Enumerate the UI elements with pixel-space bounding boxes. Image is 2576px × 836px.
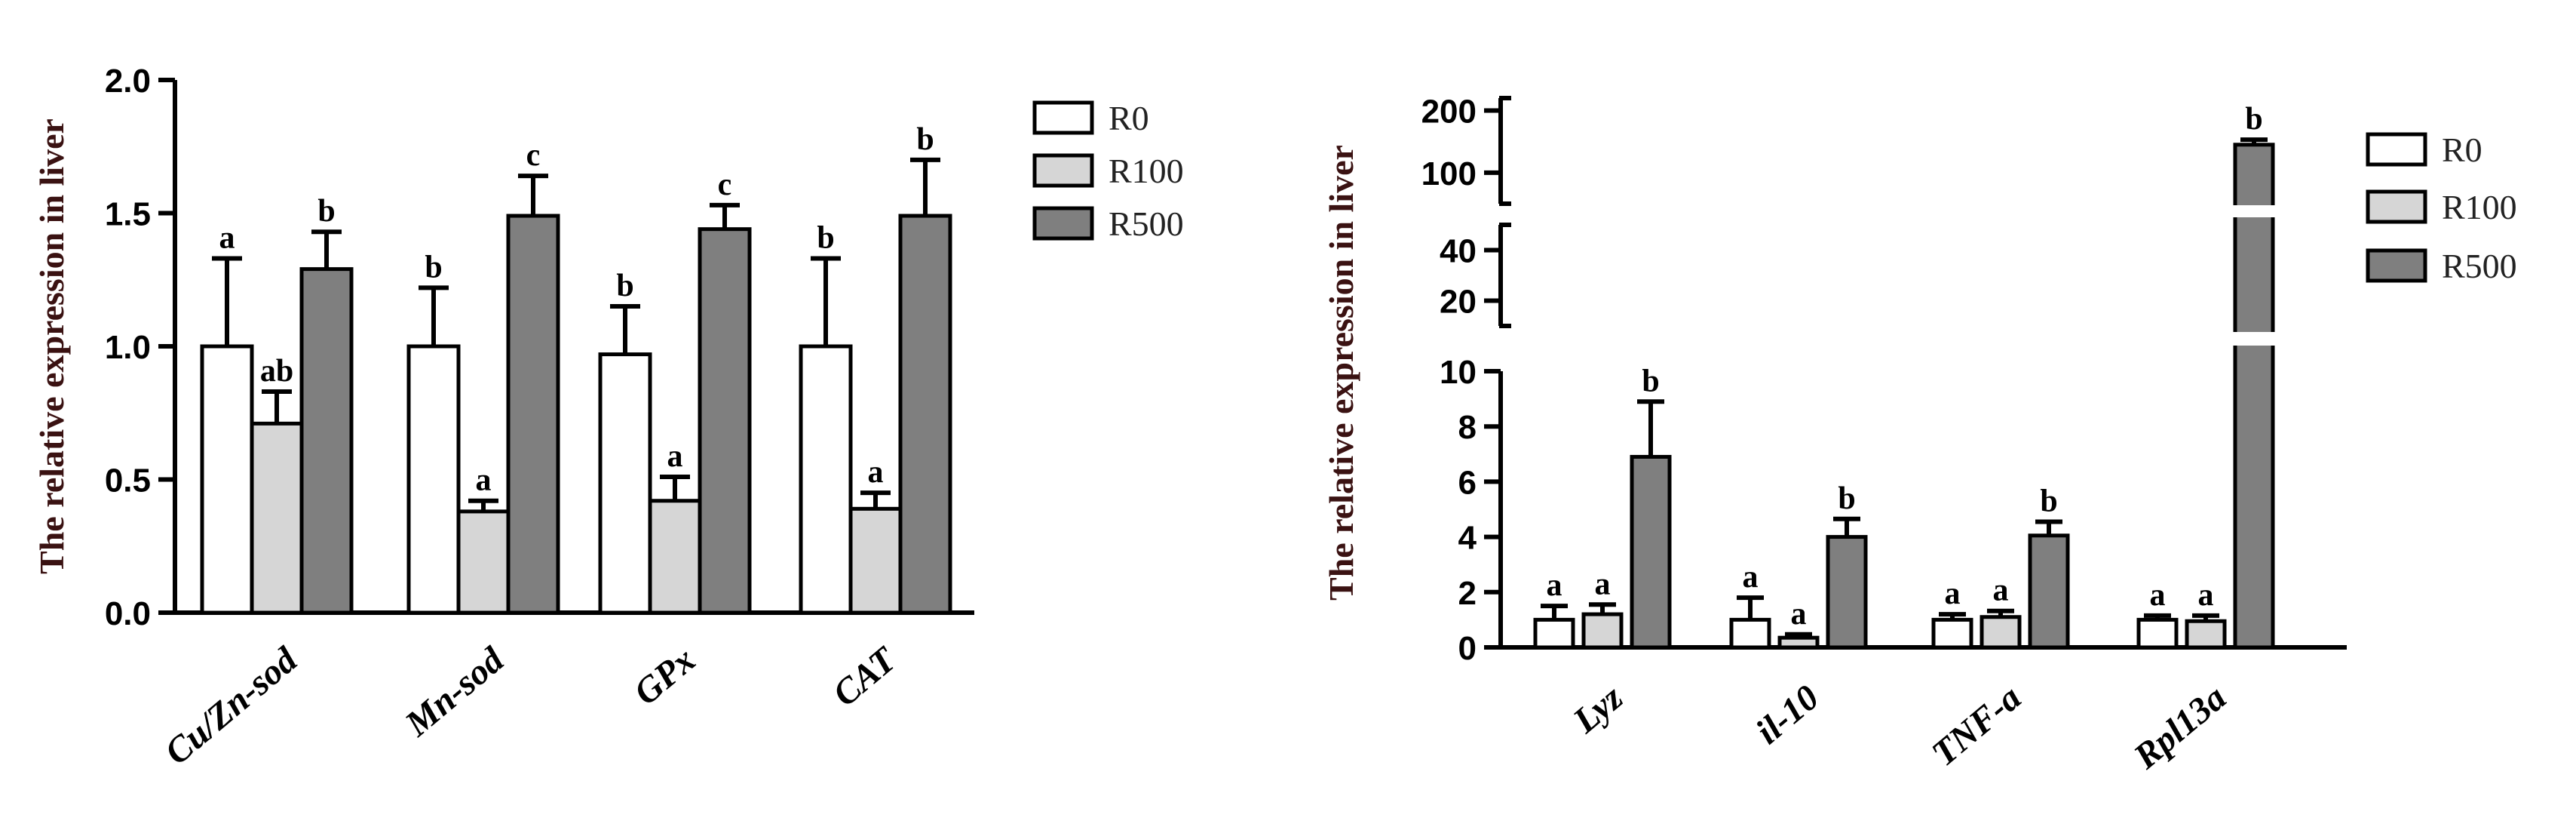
legend-swatch-R100 bbox=[2366, 189, 2427, 224]
x-tick-label: TNF-a bbox=[1924, 678, 2029, 774]
bar-R100-Cu/Zn-sod bbox=[250, 421, 304, 615]
bar-R500-GPx bbox=[698, 227, 752, 615]
bar-R0-Rpl13a bbox=[2136, 617, 2179, 650]
x-tick-label: Cu/Zn-sod bbox=[158, 639, 305, 773]
bar-R100-TNF-a bbox=[1980, 615, 2022, 650]
bar-R0-GPx bbox=[598, 352, 652, 615]
bar-R100-il-10 bbox=[1777, 635, 1820, 650]
significance-letter: a bbox=[2150, 578, 2166, 613]
y-tick-label: 1.5 bbox=[105, 196, 151, 233]
legend-swatch-R0 bbox=[1032, 100, 1094, 135]
y-axis-label: The relative expression in liver bbox=[1322, 145, 1360, 601]
bar-R0-TNF-a bbox=[1931, 617, 1973, 650]
significance-letter: a bbox=[1791, 597, 1807, 632]
y-tick-label: 20 bbox=[1440, 284, 1477, 321]
y-tick-label: 4 bbox=[1458, 520, 1477, 557]
significance-letter: b bbox=[916, 122, 934, 157]
legend-label-R100: R100 bbox=[1109, 152, 1184, 190]
significance-letter: b bbox=[1642, 364, 1659, 398]
significance-letter: b bbox=[1838, 481, 1855, 516]
bar-R0-Cu/Zn-sod bbox=[200, 344, 254, 615]
bar-R0-Mn-sod bbox=[406, 344, 461, 615]
legend-label-R500: R500 bbox=[2442, 247, 2517, 285]
bar-R0-CAT bbox=[799, 344, 853, 615]
y-tick-label: 0 bbox=[1458, 630, 1477, 667]
bar-R100-Lyz bbox=[1581, 612, 1624, 650]
y-tick-label: 100 bbox=[1421, 155, 1477, 192]
legend-label-R0: R0 bbox=[2442, 131, 2482, 169]
y-tick-label: 0.5 bbox=[105, 463, 151, 499]
bar-R100-Rpl13a bbox=[2185, 619, 2227, 650]
axis-break-gap bbox=[2232, 332, 2276, 346]
y-tick-label: 0.0 bbox=[105, 595, 151, 632]
x-tick-label: Mn-sod bbox=[397, 639, 512, 745]
significance-letter: ab bbox=[260, 354, 293, 389]
chart-panel-left: The relative expression in liver 0.0 0.5 1.… bbox=[32, 63, 1184, 773]
y-axis-label: The relative expression in liver bbox=[32, 118, 71, 574]
bar-R500-Cu/Zn-sod bbox=[299, 267, 354, 615]
significance-letter: b bbox=[817, 221, 834, 256]
significance-letter: a bbox=[219, 221, 235, 256]
y-tick-label: 6 bbox=[1458, 464, 1477, 501]
legend-label-R100: R100 bbox=[2442, 188, 2517, 226]
bar-R100-Mn-sod bbox=[456, 509, 511, 615]
bar-R500-il-10 bbox=[1826, 535, 1868, 650]
significance-letter: c bbox=[526, 138, 541, 173]
y-tick-label: 2 bbox=[1458, 575, 1477, 612]
significance-letter: a bbox=[1743, 560, 1759, 595]
legend-swatch-R500 bbox=[1032, 206, 1094, 241]
bar-R500-Mn-sod bbox=[506, 214, 560, 615]
bar-R0-Lyz bbox=[1533, 617, 1575, 650]
x-tick-label: CAT bbox=[826, 639, 905, 715]
bar-R500-TNF-a bbox=[2028, 533, 2070, 650]
significance-letter: c bbox=[718, 168, 732, 202]
y-tick-label: 2.0 bbox=[105, 63, 151, 100]
significance-letter: a bbox=[1993, 573, 2009, 608]
significance-letter: a bbox=[868, 455, 884, 490]
legend-swatch-R0 bbox=[2366, 132, 2427, 167]
chart-panel-right: The relative expression in liver 0 2 4 6 8 10 2… bbox=[1322, 93, 2517, 776]
y-tick-label: 40 bbox=[1440, 233, 1477, 270]
significance-letter: b bbox=[2040, 484, 2057, 518]
x-tick-label: Rpl13a bbox=[2126, 678, 2234, 777]
legend-swatch-R100 bbox=[1032, 153, 1094, 188]
x-tick-label: GPx bbox=[627, 640, 703, 713]
axis-break-gap bbox=[2232, 205, 2276, 217]
y-tick-label: 8 bbox=[1458, 409, 1477, 446]
significance-letter: a bbox=[476, 463, 492, 498]
bar-R100-CAT bbox=[848, 506, 903, 615]
y-tick-label: 10 bbox=[1440, 354, 1477, 391]
bar-R500-CAT bbox=[898, 214, 952, 615]
significance-letter: a bbox=[1945, 576, 1961, 611]
significance-letter: b bbox=[616, 269, 633, 303]
significance-letter: a bbox=[1595, 567, 1611, 601]
bar-R500-Rpl13a bbox=[2233, 143, 2275, 650]
legend-swatch-R500 bbox=[2366, 248, 2427, 283]
significance-letter: a bbox=[667, 439, 683, 474]
y-tick-label: 1.0 bbox=[105, 329, 151, 366]
legend-label-R0: R0 bbox=[1109, 99, 1149, 137]
y-tick-label: 200 bbox=[1421, 93, 1477, 130]
x-tick-label: il-10 bbox=[1749, 678, 1827, 752]
significance-letter: b bbox=[425, 250, 442, 284]
significance-letter: b bbox=[317, 194, 335, 229]
bar-R0-il-10 bbox=[1729, 617, 1771, 650]
legend-label-R500: R500 bbox=[1109, 204, 1184, 243]
significance-letter: a bbox=[1547, 568, 1562, 603]
x-tick-label: Lyz bbox=[1566, 678, 1631, 742]
bar-R500-Lyz bbox=[1630, 454, 1672, 650]
significance-letter: b bbox=[2245, 102, 2262, 137]
bar-R100-GPx bbox=[648, 499, 702, 615]
significance-letter: a bbox=[2198, 578, 2214, 613]
